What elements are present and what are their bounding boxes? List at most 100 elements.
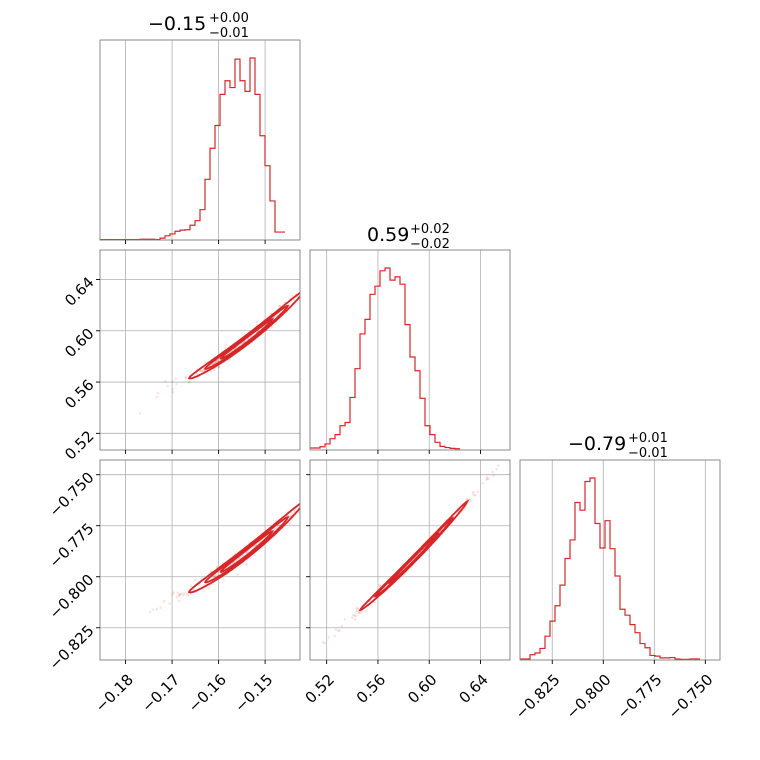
scatter-point bbox=[138, 412, 142, 415]
scatter-point bbox=[487, 477, 490, 481]
scatter-point bbox=[156, 391, 160, 395]
histogram-step-1 bbox=[310, 267, 460, 450]
panel-inner-2-0 bbox=[149, 429, 372, 614]
scatter-point bbox=[504, 457, 507, 460]
scatter-point bbox=[290, 294, 294, 298]
panels: −0.18 −0.17 −0.16 −0.15 0.52 0.56 0.60 0.64 −0.8… bbox=[46, 39, 721, 723]
contour-2-1-2 bbox=[387, 532, 441, 584]
x-tick-label-0-1: −0.17 bbox=[138, 671, 183, 716]
scatter-point bbox=[316, 284, 319, 287]
scatter-point bbox=[200, 369, 204, 372]
histogram-step-0 bbox=[100, 57, 285, 241]
panel-hist-2 bbox=[519, 459, 721, 664]
scatter-point bbox=[358, 611, 362, 615]
scatter-point bbox=[168, 602, 171, 605]
title-sub-1: −0.02 bbox=[410, 237, 450, 252]
title-sub-2: −0.01 bbox=[628, 446, 668, 461]
panel-2d-1-0 bbox=[96, 249, 337, 454]
scatter-point bbox=[316, 278, 319, 281]
scatter-point bbox=[469, 499, 472, 503]
scatter-point bbox=[485, 478, 488, 481]
scatter-point bbox=[186, 594, 190, 598]
scatter-point bbox=[492, 473, 495, 477]
scatter-point bbox=[472, 494, 476, 497]
scatter-point bbox=[356, 606, 359, 610]
title-main-1: 0.59 bbox=[367, 224, 409, 246]
scatter-point bbox=[171, 390, 174, 394]
scatter-point bbox=[214, 360, 218, 363]
scatter-point bbox=[288, 522, 292, 525]
x-tick-label-1-1: 0.56 bbox=[353, 671, 389, 707]
scatter-point bbox=[198, 583, 201, 587]
y-tick-label-2-1: −0.800 bbox=[46, 571, 98, 623]
scatter-point bbox=[334, 257, 337, 260]
scatter-point bbox=[177, 599, 181, 603]
scatter-point bbox=[189, 584, 193, 588]
contour-1-0-2 bbox=[219, 318, 274, 360]
x-tick-label-0-0: −0.18 bbox=[92, 671, 137, 716]
scatter-point bbox=[245, 562, 249, 566]
scatter-point bbox=[321, 641, 325, 644]
scatter-point bbox=[181, 594, 185, 597]
scatter-point bbox=[355, 609, 359, 613]
scatter-point bbox=[222, 578, 225, 581]
scatter-point bbox=[278, 304, 282, 308]
scatter-point bbox=[333, 634, 337, 638]
scatter-point bbox=[224, 343, 228, 346]
scatter-point bbox=[179, 592, 183, 596]
scatter-point bbox=[321, 480, 324, 483]
scatter-point bbox=[155, 608, 159, 611]
scatter-point bbox=[476, 490, 480, 493]
scatter-point bbox=[315, 282, 318, 285]
contour-1-0-1 bbox=[203, 304, 290, 370]
scatter-point bbox=[369, 429, 372, 432]
scatter-point bbox=[223, 346, 227, 350]
scatter-point bbox=[209, 369, 213, 373]
x-tick-label-1-0: 0.52 bbox=[302, 671, 338, 707]
scatter-point bbox=[212, 368, 216, 371]
x-tick-label-1-3: 0.64 bbox=[455, 671, 491, 707]
scatter-point bbox=[178, 594, 181, 598]
panel-2d-2-0 bbox=[96, 429, 372, 664]
title-sup-0: +0.00 bbox=[209, 11, 249, 26]
scatter-point bbox=[354, 614, 357, 618]
scatter-point bbox=[353, 613, 357, 617]
scatter-point bbox=[351, 616, 354, 619]
scatter-point bbox=[313, 287, 316, 290]
scatter-point bbox=[471, 492, 475, 496]
scatter-point bbox=[162, 599, 166, 603]
scatter-point bbox=[317, 482, 320, 485]
scatter-point bbox=[270, 325, 274, 329]
scatter-point bbox=[315, 279, 318, 282]
panel-frame-hist-1 bbox=[309, 249, 511, 451]
scatter-point bbox=[343, 617, 347, 621]
scatter-point bbox=[209, 569, 213, 573]
scatter-point bbox=[214, 360, 218, 364]
scatter-point bbox=[159, 606, 162, 610]
scatter-point bbox=[316, 488, 319, 491]
title-sup-1: +0.02 bbox=[410, 222, 450, 237]
x-tick-label-2-2: −0.775 bbox=[614, 671, 666, 723]
scatter-point bbox=[327, 636, 331, 639]
contour-2-0-1 bbox=[203, 516, 290, 584]
scatter-point bbox=[301, 501, 304, 504]
x-tick-label-2-0: −0.825 bbox=[512, 671, 564, 723]
title-param-0: −0.15 +0.00 −0.01 bbox=[148, 11, 249, 41]
scatter-point bbox=[247, 337, 250, 340]
scatter-point bbox=[155, 395, 159, 399]
panel-frame-2-0 bbox=[99, 459, 301, 661]
scatter-point bbox=[334, 628, 338, 631]
scatter-point bbox=[171, 380, 174, 384]
panel-frame-hist-2 bbox=[519, 459, 721, 661]
scatter-point bbox=[378, 584, 381, 587]
scatter-point bbox=[338, 628, 341, 632]
scatter-point bbox=[508, 451, 511, 454]
y-tick-label-2-0: −0.825 bbox=[46, 622, 98, 674]
title-param-1: 0.59 +0.02 −0.02 bbox=[367, 222, 450, 252]
scatter-point bbox=[178, 593, 182, 596]
scatter-point bbox=[278, 304, 281, 308]
title-param-2: −0.79 +0.01 −0.01 bbox=[568, 431, 668, 461]
scatter-point bbox=[313, 281, 316, 284]
scatter-point bbox=[151, 608, 155, 611]
